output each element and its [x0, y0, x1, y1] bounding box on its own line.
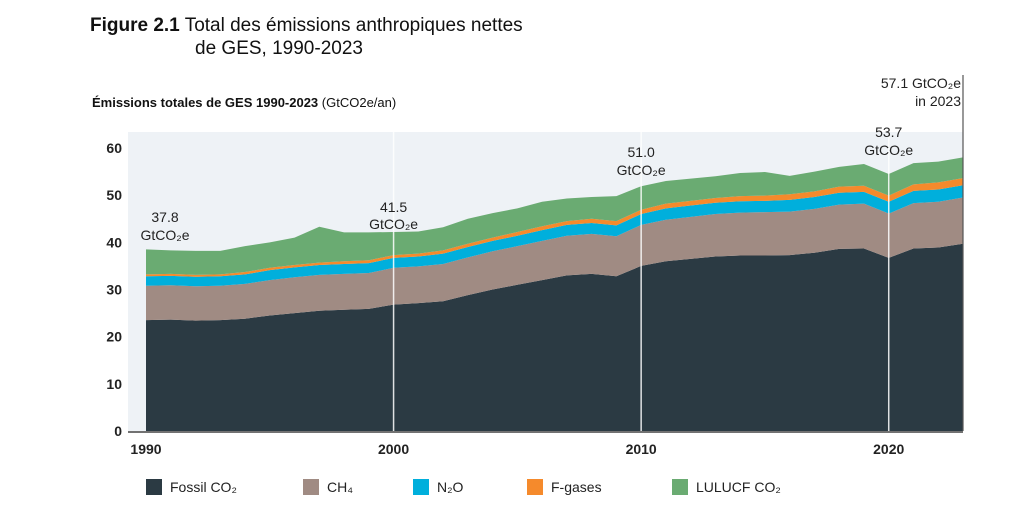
- legend-label: LULUCF CO₂: [696, 479, 781, 495]
- legend-label: F-gases: [551, 479, 602, 495]
- annotation-value: 41.5: [380, 199, 407, 215]
- area-f-gases: [146, 178, 963, 277]
- legend-swatch: [146, 479, 162, 495]
- y-axis-unit: (GtCO2e/an): [321, 95, 397, 110]
- figure-title: Figure 2.1 Total des émissions anthropiq…: [90, 14, 523, 60]
- y-tick-label: 30: [106, 282, 122, 298]
- area-n-o: [146, 185, 963, 287]
- legend-label: N₂O: [437, 479, 464, 495]
- annotation-unit: GtCO₂e: [369, 216, 418, 232]
- area-fossil-co-: [146, 243, 963, 431]
- figure-title-line2: de GES, 1990-2023: [195, 38, 363, 59]
- annotation-unit: in 2023: [915, 93, 961, 109]
- y-tick-label: 50: [106, 187, 122, 203]
- area-ch-: [146, 197, 963, 321]
- chart-title: Émissions totales de GES 1990-2023: [92, 95, 319, 110]
- y-tick-label: 20: [106, 329, 122, 345]
- legend-label: Fossil CO₂: [170, 479, 237, 495]
- legend-swatch: [303, 479, 319, 495]
- annotation-unit: GtCO₂e: [864, 142, 913, 158]
- chart-subtitle: Émissions totales de GES 1990-2023 (GtCO…: [92, 95, 396, 110]
- annotation-value: 57.1 GtCO₂e: [881, 75, 961, 91]
- x-tick-label: 1990: [130, 441, 161, 457]
- legend-label: CH₄: [327, 479, 353, 495]
- legend-swatch: [527, 479, 543, 495]
- y-tick-label: 40: [106, 234, 122, 250]
- area-lulucf-co-: [146, 157, 963, 275]
- y-tick-label: 0: [114, 423, 122, 439]
- x-tick-label: 2020: [873, 441, 904, 457]
- x-tick-label: 2000: [378, 441, 409, 457]
- legend-swatch: [672, 479, 688, 495]
- annotation-value: 51.0: [628, 144, 655, 160]
- annotation-unit: GtCO₂e: [141, 227, 190, 243]
- y-tick-label: 60: [106, 140, 122, 156]
- figure-title-line1: Total des émissions anthropiques nettes: [184, 15, 523, 36]
- annotation-value: 37.8: [151, 209, 178, 225]
- legend-swatch: [413, 479, 429, 495]
- figure-label: Figure 2.1: [90, 15, 180, 36]
- y-tick-label: 10: [106, 376, 122, 392]
- x-tick-label: 2010: [626, 441, 657, 457]
- annotation-unit: GtCO₂e: [617, 162, 666, 178]
- annotation-value: 53.7: [875, 124, 902, 140]
